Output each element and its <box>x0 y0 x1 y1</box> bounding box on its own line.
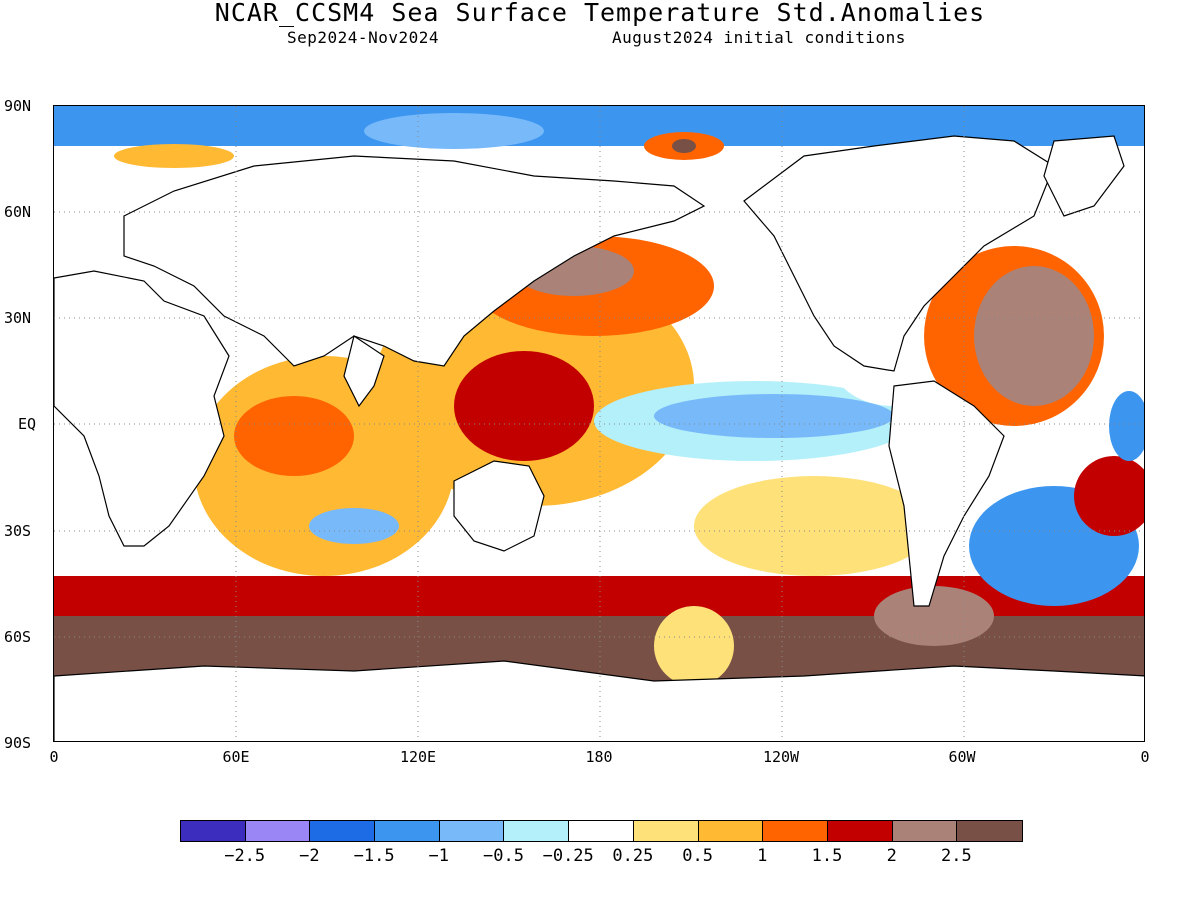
colorbar-tick-label: 0.5 <box>682 846 713 866</box>
colorbar-swatch <box>375 821 440 841</box>
south-atlantic-warm-region <box>1074 456 1144 536</box>
colorbar-swatch <box>892 821 958 841</box>
initial-conditions-label: August2024 initial conditions <box>612 28 906 47</box>
lat-label-90s: 90S <box>4 734 32 752</box>
lat-label-30n: 30N <box>4 309 32 327</box>
colorbar-swatch <box>957 821 1022 841</box>
land-antarctica <box>54 660 1144 741</box>
graticule <box>54 106 1144 741</box>
land-eurasia <box>123 155 706 367</box>
arctic-light-blue-region <box>364 113 544 149</box>
colorbar-swatch <box>633 821 699 841</box>
colorbar-swatch <box>181 821 246 841</box>
north-atlantic-hot-region <box>974 266 1094 406</box>
colorbar-swatch <box>698 821 764 841</box>
land-south-america <box>888 380 1005 607</box>
equatorial-pacific-cold-tongue <box>654 394 894 438</box>
colorbar-tick-label: −1.5 <box>353 846 395 866</box>
lon-label-60w: 60W <box>948 748 976 766</box>
lon-label-60e: 60E <box>222 748 250 766</box>
lat-label-60n: 60N <box>4 203 32 221</box>
colorbar-swatch <box>763 821 828 841</box>
lon-label-120e: 120E <box>399 748 437 766</box>
lon-label-0: 0 <box>49 748 59 766</box>
lat-label-eq: EQ <box>18 415 37 433</box>
land-australia <box>453 460 545 552</box>
colorbar <box>180 820 1023 842</box>
southern-pacific-mild-region <box>654 606 734 686</box>
lon-label-120w: 120W <box>762 748 800 766</box>
forecast-period: Sep2024-Nov2024 <box>287 28 439 47</box>
colorbar-swatch <box>439 821 505 841</box>
colorbar-tick-label: −0.25 <box>542 846 594 866</box>
indian-ocean-strong-region <box>234 396 354 476</box>
colorbar-swatch <box>310 821 376 841</box>
land-india <box>343 335 385 408</box>
colorbar-tick-label: −1 <box>428 846 450 866</box>
colorbar-tick-label: 0.25 <box>612 846 654 866</box>
sst-anomaly-map <box>53 105 1145 742</box>
south-pacific-mild-region <box>694 476 934 576</box>
barents-warm-region <box>114 144 234 168</box>
land-africa <box>54 270 230 547</box>
colorbar-tick-label: −0.5 <box>483 846 524 866</box>
colorbar-swatch <box>827 821 893 841</box>
colorbar-swatch <box>245 821 311 841</box>
west-pacific-hot-region <box>454 351 594 461</box>
colorbar-tick-label: 2 <box>886 846 897 866</box>
lon-label-180: 180 <box>585 748 613 766</box>
lat-label-60s: 60S <box>4 628 32 646</box>
colorbar-tick-label: −2.5 <box>224 846 266 866</box>
lat-label-30s: 30S <box>4 522 32 540</box>
colorbar-tick-label: 2.5 <box>941 846 972 866</box>
lon-label-0-east: 0 <box>1140 748 1150 766</box>
tropical-atlantic-cool-region <box>1109 391 1144 461</box>
map-title: NCAR_CCSM4 Sea Surface Temperature Std.A… <box>214 0 986 27</box>
map-canvas <box>54 106 1144 741</box>
colorbar-tick-label: 1.5 <box>811 846 843 866</box>
lat-label-90n: 90N <box>4 97 32 115</box>
colorbar-tick-label: −2 <box>299 846 320 866</box>
land-north-america <box>743 135 1055 372</box>
colorbar-swatch <box>504 821 570 841</box>
colorbar-tick-label: 1 <box>757 846 768 866</box>
colorbar-swatch <box>569 821 634 841</box>
indian-ocean-cool-patch <box>309 508 399 544</box>
arctic-hot-spot <box>672 139 696 153</box>
land-greenland <box>1043 135 1125 217</box>
continents <box>54 135 1144 741</box>
